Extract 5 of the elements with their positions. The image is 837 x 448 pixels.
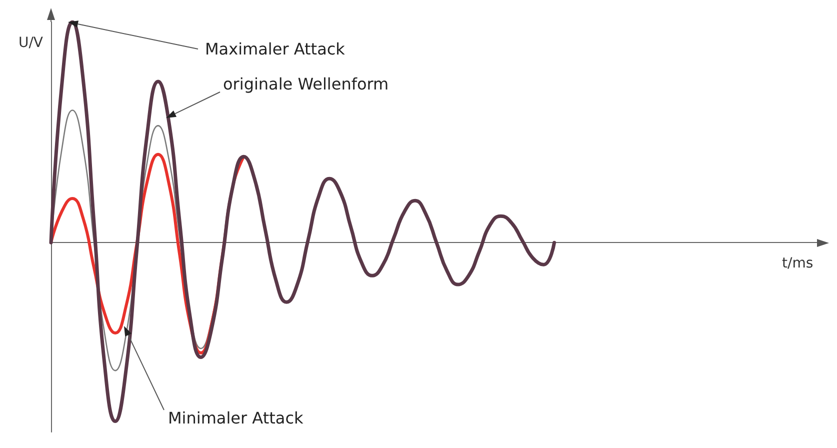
annotation: Maximaler Attack [205, 40, 346, 58]
y-axis-title: U/V [18, 35, 44, 51]
annotation: originale Wellenform [223, 74, 389, 94]
x-axis-title: t/ms [782, 256, 814, 272]
annotation: Minimaler Attack [168, 408, 304, 428]
